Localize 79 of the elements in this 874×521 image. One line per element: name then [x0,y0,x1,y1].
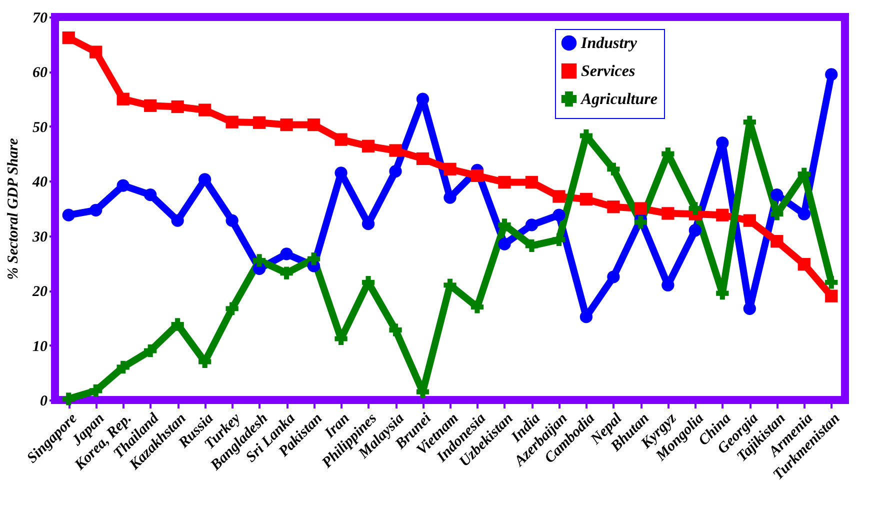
point [552,233,566,246]
point [334,133,348,146]
point [280,118,293,132]
point [825,276,838,289]
point [144,188,157,202]
point [90,384,102,398]
point [688,224,702,237]
point [688,202,702,215]
y-tick-label: 20 [32,284,48,300]
legend-label: Services [581,63,636,80]
point [252,116,266,129]
point [389,324,402,336]
point [743,214,756,227]
point [716,136,729,150]
point [416,152,430,166]
point [90,204,102,216]
point [580,310,593,324]
point [252,254,266,267]
point [226,214,238,227]
point [389,164,402,178]
point [307,252,320,266]
point [171,318,184,331]
point [607,270,620,284]
point [389,144,402,157]
point [144,344,157,358]
point [798,258,810,271]
legend-label: Industry [580,35,638,52]
point [580,192,593,206]
point [607,200,620,214]
point [226,116,238,128]
point [825,290,838,302]
point [116,360,130,374]
point [90,46,102,58]
point [280,248,293,260]
y-tick-label: 50 [32,120,48,136]
point [226,302,238,315]
point [116,179,130,192]
point [498,176,511,189]
point [470,300,484,314]
point [62,208,75,222]
point [607,162,620,176]
point [362,140,375,152]
point [171,214,184,227]
point [634,202,648,215]
point [552,190,566,203]
point [444,162,456,176]
point [62,31,75,44]
point [525,176,538,189]
point [416,92,430,106]
y-tick-label: 0 [40,394,48,410]
point [498,238,511,250]
point [634,216,648,229]
point [144,99,157,112]
point [470,169,484,182]
point [280,266,293,280]
point [662,207,674,220]
y-tick-label: 70 [32,10,48,26]
y-axis-title: % Sectoral GDP Share [6,138,22,280]
point [552,208,566,222]
legend-label: Agriculture [580,91,658,108]
point [116,92,130,106]
y-tick-label: 30 [32,229,48,246]
point [198,173,212,186]
point [770,235,784,248]
y-tick-label: 60 [32,65,48,82]
point [307,118,320,132]
point [62,392,75,406]
point [743,302,756,315]
point [770,188,784,202]
point [444,278,456,292]
y-tick-label: 10 [32,338,48,355]
point [525,218,538,232]
point [716,208,729,222]
point [825,68,838,81]
y-tick-label: 40 [32,174,48,191]
point [525,239,538,252]
point [171,100,184,114]
point [498,218,511,232]
point [198,104,212,116]
